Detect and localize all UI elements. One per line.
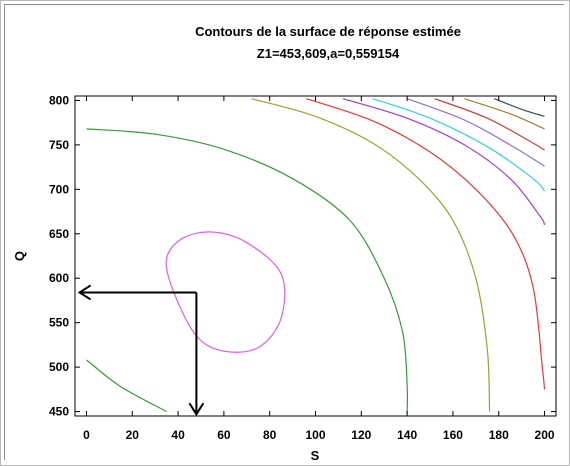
contour-line-8 <box>406 98 545 167</box>
y-tick-label: 750 <box>49 138 69 152</box>
frame-inner-top-border <box>4 4 564 5</box>
y-tick-label: 650 <box>49 227 69 241</box>
y-tick-label: 450 <box>49 405 69 419</box>
x-tick-label: 60 <box>217 428 231 442</box>
contour-line-4 <box>251 98 491 412</box>
chart-subtitle: Z1=453,609,a=0,559154 <box>257 46 400 61</box>
plot-area <box>74 95 557 417</box>
y-tick-label: 550 <box>49 316 69 330</box>
x-tick-label: 200 <box>535 428 555 442</box>
contour-layer <box>86 98 546 414</box>
x-tick-label: 40 <box>171 428 185 442</box>
x-tick-label: 140 <box>397 428 417 442</box>
contour-line-1 <box>165 231 286 353</box>
x-axis-label: S <box>311 448 320 463</box>
x-tick-label: 100 <box>305 428 325 442</box>
contour-line-5 <box>306 98 546 390</box>
x-tick-label: 160 <box>443 428 463 442</box>
contour-line-7 <box>372 98 545 192</box>
contour-line-11 <box>493 98 545 117</box>
x-tick-label: 20 <box>126 428 140 442</box>
chart-title: Contours de la surface de réponse estimé… <box>195 24 461 39</box>
axes: 0 20 40 60 80 100 120 140 160 180 200 450 500 550 600 6… <box>49 93 556 442</box>
y-tick-label: 800 <box>49 93 69 107</box>
contour-line-2 <box>86 359 167 413</box>
x-tick-label: 180 <box>489 428 509 442</box>
x-tick-label: 80 <box>263 428 277 442</box>
contour-line-6 <box>342 98 546 226</box>
contour-line-10 <box>464 98 545 130</box>
y-axis-label: Q <box>12 251 27 261</box>
x-tick-label: 0 <box>83 428 90 442</box>
contour-line-9 <box>434 98 545 151</box>
x-tick-label: 120 <box>351 428 371 442</box>
y-tick-label: 500 <box>49 360 69 374</box>
contour-line-3 <box>86 128 409 414</box>
y-tick-label: 700 <box>49 182 69 196</box>
frame-inner-left-border <box>4 4 5 460</box>
annotation-arrows <box>77 284 205 417</box>
y-tick-label: 600 <box>49 271 69 285</box>
